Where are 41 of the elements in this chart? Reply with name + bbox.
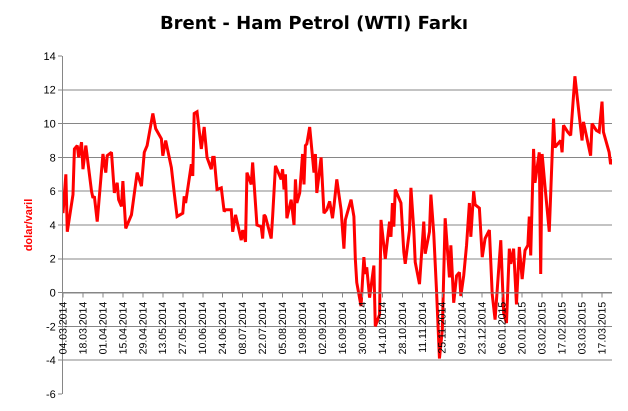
x-tick-label: 09.12.2014 — [456, 302, 469, 354]
y-tick-label: 12 — [44, 84, 56, 97]
x-tick-label: 17.02.2015 — [556, 302, 569, 354]
x-tick-label: 24.06.2014 — [217, 302, 230, 354]
chart-title: Brent - Ham Petrol (WTI) Farkı — [160, 13, 468, 34]
x-tick-label: 22.07.2014 — [257, 302, 270, 354]
x-tick-label: 30.09.2014 — [356, 302, 369, 354]
x-tick-label: 15.04.2014 — [117, 302, 130, 354]
x-tick-label: 11.11.2014 — [416, 302, 429, 353]
x-tick-label: 17.03.2015 — [596, 302, 608, 354]
x-tick-label: 20.01.2015 — [516, 302, 529, 354]
y-tick-label: -4 — [46, 355, 56, 368]
x-tick-label: 18.03.2014 — [77, 302, 90, 354]
y-tick-label: 6 — [50, 186, 56, 198]
x-tick-label: 14.10.2014 — [376, 302, 389, 354]
x-tick-label: 04.03.2014 — [57, 302, 70, 354]
y-tick-label: -2 — [46, 321, 56, 334]
x-tick-label: 25.11.2014 — [436, 302, 449, 354]
x-tick-label: 03.02.2015 — [536, 302, 549, 354]
x-tick-label: 19.08.2014 — [296, 302, 309, 354]
x-tick-label: 28.10.2014 — [396, 302, 409, 354]
x-tick-label: 29.04.2014 — [137, 302, 150, 354]
x-tick-label: 03.03.2015 — [576, 302, 588, 354]
x-tick-label: 08.07.2014 — [237, 302, 250, 354]
x-tick-label: 02.09.2014 — [316, 302, 329, 354]
x-tick-label: 01.04.2014 — [97, 302, 110, 354]
x-tick-label: 23.12.2014 — [476, 302, 489, 354]
y-axis-title: dolar/varil — [23, 198, 36, 252]
y-tick-label: 8 — [50, 152, 56, 164]
y-tick-label: 4 — [50, 220, 56, 232]
y-tick-label: 2 — [50, 254, 56, 266]
x-tick-label: 27.05.2014 — [177, 302, 190, 354]
x-tick-label: 05.08.2014 — [277, 302, 290, 354]
y-tick-label: 10 — [44, 118, 56, 130]
x-tick-label: 13.05.2014 — [157, 302, 170, 354]
y-tick-label: 0 — [50, 287, 56, 300]
y-tick-label: 14 — [44, 50, 56, 63]
x-tick-label: 10.06.2014 — [197, 302, 210, 354]
x-tick-label: 06.01.2015 — [496, 302, 509, 354]
y-tick-label: -6 — [46, 388, 56, 401]
x-tick-label: 16.09.2014 — [336, 302, 349, 354]
